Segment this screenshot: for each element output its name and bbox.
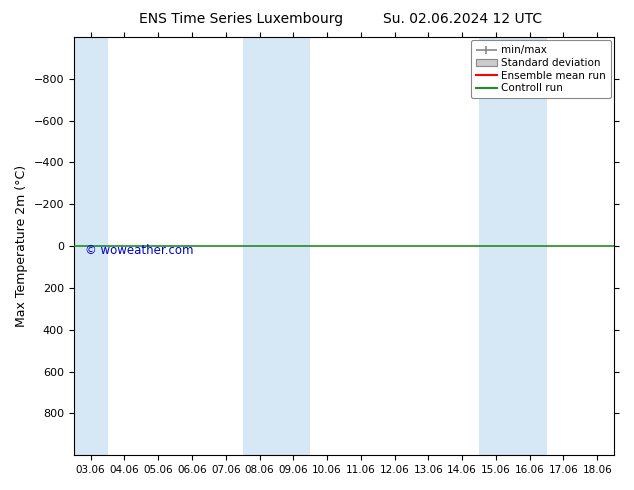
Bar [276, 37, 310, 455]
Legend: min/max, Standard deviation, Ensemble mean run, Controll run: min/max, Standard deviation, Ensemble me… [471, 40, 611, 98]
Bar [479, 37, 513, 455]
Bar [74, 37, 108, 455]
Y-axis label: Max Temperature 2m (°C): Max Temperature 2m (°C) [15, 165, 28, 327]
Text: ENS Time Series Luxembourg: ENS Time Series Luxembourg [139, 12, 343, 26]
Text: © woweather.com: © woweather.com [84, 244, 193, 257]
Text: Su. 02.06.2024 12 UTC: Su. 02.06.2024 12 UTC [384, 12, 542, 26]
Bar [243, 37, 276, 455]
Bar [513, 37, 547, 455]
